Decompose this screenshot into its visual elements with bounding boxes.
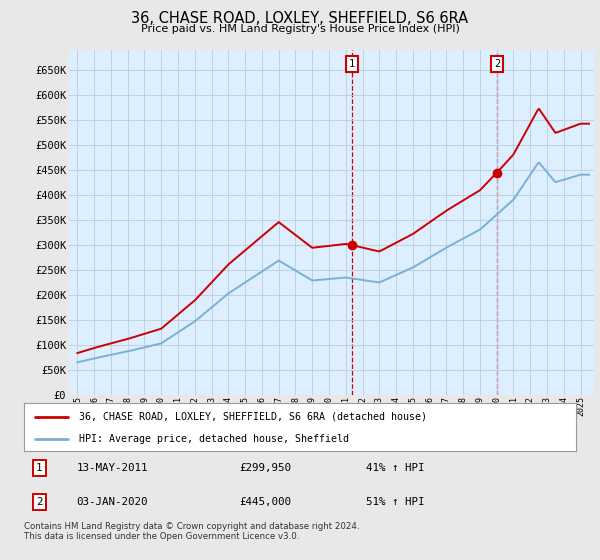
Text: 13-MAY-2011: 13-MAY-2011 [76,464,148,473]
Text: HPI: Average price, detached house, Sheffield: HPI: Average price, detached house, Shef… [79,434,349,444]
Text: £445,000: £445,000 [239,497,291,507]
Text: 51% ↑ HPI: 51% ↑ HPI [366,497,425,507]
Text: 1: 1 [36,464,43,473]
Text: 41% ↑ HPI: 41% ↑ HPI [366,464,425,473]
Text: Contains HM Land Registry data © Crown copyright and database right 2024.
This d: Contains HM Land Registry data © Crown c… [24,522,359,542]
Text: 1: 1 [349,59,355,69]
Text: 2: 2 [494,59,500,69]
Text: 36, CHASE ROAD, LOXLEY, SHEFFIELD, S6 6RA (detached house): 36, CHASE ROAD, LOXLEY, SHEFFIELD, S6 6R… [79,412,427,422]
Text: 36, CHASE ROAD, LOXLEY, SHEFFIELD, S6 6RA: 36, CHASE ROAD, LOXLEY, SHEFFIELD, S6 6R… [131,11,469,26]
Text: Price paid vs. HM Land Registry's House Price Index (HPI): Price paid vs. HM Land Registry's House … [140,24,460,34]
Text: £299,950: £299,950 [239,464,291,473]
Text: 2: 2 [36,497,43,507]
Text: 03-JAN-2020: 03-JAN-2020 [76,497,148,507]
